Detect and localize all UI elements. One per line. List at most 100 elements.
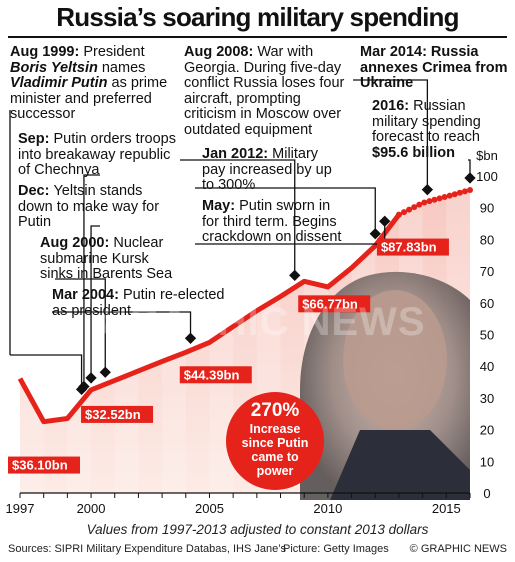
annotation-date: Aug 1999: — [10, 44, 84, 60]
picture-credit: Picture: Getty Images — [283, 543, 389, 555]
y-tick-label: 80 — [480, 232, 494, 247]
forecast-dot — [451, 191, 458, 198]
value-label-box — [376, 238, 449, 256]
forecast-dot — [421, 199, 428, 206]
annotation-date: May: — [202, 198, 240, 214]
y-tick-label: 70 — [480, 264, 494, 279]
y-tick-label: 60 — [480, 296, 494, 311]
annotation-aug-2000: Aug 2000: Nuclear submarine Kursk sinks … — [40, 235, 175, 283]
value-label: $44.39bn — [184, 367, 240, 382]
forecast-dot — [441, 194, 448, 201]
spending-chart: $36.10bn $32.52bn $44.39bn $66.77bn $87.83bn… — [6, 79, 498, 516]
annotation-text: Putin sworn in for third term. Begins cr… — [202, 198, 342, 245]
callout-line-4: power — [256, 464, 294, 478]
annotation-date: Mar 2004: — [52, 287, 123, 303]
copyright-credit: © GRAPHIC NEWS — [409, 543, 507, 555]
x-tick-label: 2015 — [432, 501, 461, 516]
forecast-dot — [446, 192, 453, 199]
annotation-text: Nuclear submarine Kursk sinks in Barents… — [40, 235, 173, 282]
sources: Sources: SIPRI Military Expenditure Data… — [8, 543, 286, 555]
event-marker — [464, 172, 476, 184]
event-marker — [421, 184, 434, 196]
y-tick-label: 100 — [476, 169, 498, 184]
leader-line — [180, 159, 296, 276]
y-tick-label: 10 — [480, 454, 494, 469]
leader-line — [90, 225, 100, 378]
y-tick-label: 40 — [480, 359, 494, 374]
annotation-text: Putin re-elected as president — [52, 287, 225, 319]
forecast-dot — [431, 196, 438, 203]
annotation-mar-2014: Mar 2014: Russia annexes Crimea from Ukr… — [360, 44, 510, 92]
value-label: $87.83bn — [381, 240, 437, 255]
leader-line — [468, 159, 471, 178]
event-marker — [184, 332, 197, 344]
annotation-text: names — [97, 59, 146, 76]
title-divider — [8, 36, 507, 38]
annotation-may-2012: May: Putin sworn in for third term. Begi… — [202, 198, 347, 246]
annotation-text: $95.6 billion — [372, 144, 455, 161]
y-tick-label: 30 — [480, 391, 494, 406]
increase-callout: 270% Increase since Putin came to power — [226, 392, 324, 490]
annotation-text: Putin orders troops into breakaway repub… — [18, 131, 176, 178]
adjustment-note: Values from 1997-2013 adjusted to consta… — [86, 522, 429, 537]
leader-line — [52, 311, 192, 339]
annotation-text: Yeltsin stands down to make way for Puti… — [18, 183, 160, 230]
value-label-box — [81, 405, 154, 423]
value-label: $66.77bn — [302, 296, 358, 311]
event-marker — [379, 215, 391, 227]
value-label: $32.52bn — [85, 407, 141, 422]
callout-line-1: Increase — [249, 422, 301, 436]
callout-line-2: since Putin — [241, 436, 309, 450]
y-axis-label: $bn — [476, 148, 498, 163]
annotation-date: Aug 2008: — [184, 44, 258, 60]
annotation-aug-1999: Aug 1999: President Boris Yeltsin names … — [10, 44, 180, 123]
callout-percent: 270% — [250, 400, 300, 421]
x-tick-label: 2005 — [195, 501, 224, 516]
portrait-suit — [330, 430, 470, 500]
annotation-text: President — [83, 44, 145, 60]
annotation-aug-2008: Aug 2008: War with Georgia. During five-… — [184, 44, 349, 138]
forecast-dot — [395, 211, 402, 218]
page-title: Russia’s soaring military spending — [56, 2, 459, 32]
event-marker — [289, 269, 301, 282]
event-marker — [99, 366, 111, 378]
annotation-date: Jan 2012: — [202, 146, 273, 162]
annotation-date: 2016: — [372, 98, 414, 114]
leader-line — [195, 187, 376, 234]
value-label-box — [179, 366, 252, 384]
forecast-dot — [436, 195, 443, 202]
forecast-dot — [416, 201, 423, 208]
annotation-text: Boris Yeltsin — [10, 59, 98, 76]
annotation-date: Dec: — [18, 183, 54, 199]
forecast-dot — [411, 204, 418, 211]
event-marker — [369, 228, 381, 240]
x-tick-label: 1997 — [6, 501, 35, 516]
forecast-dot — [401, 209, 408, 216]
x-tick-label: 2010 — [313, 501, 342, 516]
y-tick-label: 50 — [480, 328, 494, 343]
year-band — [162, 176, 186, 493]
annotation-date: Sep: — [18, 131, 54, 147]
value-label-box — [8, 456, 80, 474]
annotation-text: Russian military spending forecast to re… — [372, 98, 481, 145]
y-tick-label: 90 — [480, 201, 494, 216]
forecast-dot — [426, 198, 433, 205]
annotation-dec-1999: Dec: Yeltsin stands down to make way for… — [18, 183, 178, 231]
forecast-dot — [467, 186, 473, 193]
leader-line — [83, 174, 100, 387]
annotation-text: Vladimir Putin — [10, 75, 108, 91]
annotation-text: War with Georgia. During five-day confli… — [184, 44, 345, 138]
annotation-text: as prime minister and preferred successo… — [10, 75, 168, 122]
forecast-dot — [456, 189, 463, 196]
value-label-box — [298, 295, 371, 313]
watermark: GRAPHIC NEWS — [98, 300, 426, 344]
x-tick-label: 2000 — [77, 501, 106, 516]
annotation-text: Military pay increased by up to 300% — [202, 146, 332, 193]
annotation-date: Aug 2000: — [40, 235, 114, 251]
annotation-date: Mar 2014: Russia annexes Crimea from Ukr… — [360, 44, 508, 91]
annotation-2016: 2016: Russian military spending forecast… — [372, 98, 512, 161]
y-tick-label: 20 — [480, 423, 494, 438]
annotation-jan-2012: Jan 2012: Military pay increased by up t… — [202, 146, 342, 194]
annotation-mar-2004: Mar 2004: Putin re-elected as president — [52, 287, 227, 319]
